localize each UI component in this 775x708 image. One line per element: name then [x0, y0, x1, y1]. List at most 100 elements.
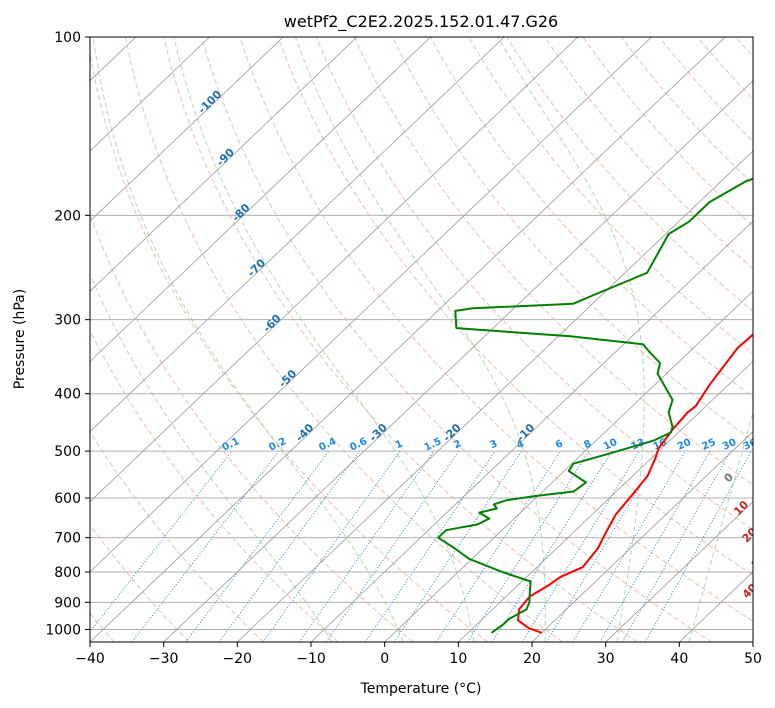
y-axis-label: Pressure (hPa): [12, 289, 28, 389]
isobar-grid: [90, 37, 753, 630]
dry-adiabat-line: [125, 37, 563, 642]
isotherm-line: [384, 290, 753, 642]
sounding-trace: [517, 333, 753, 634]
y-tick-label: 600: [54, 491, 81, 507]
dry-adiabat-line: [163, 37, 638, 642]
isotherm-line: [605, 501, 753, 642]
mixing-ratio-label: 36: [742, 437, 759, 453]
mixing-ratio-line: [364, 450, 496, 642]
mixing-ratio-line: [491, 450, 613, 642]
sounding-trace: [437, 177, 753, 634]
dry-adiabat-line: [277, 37, 753, 576]
mixing-ratio-label: 30: [721, 437, 738, 453]
dry-adiabat-label: -60: [260, 312, 283, 335]
moist-adiabat-line: [688, 410, 753, 642]
y-tick-label: 800: [54, 565, 81, 581]
dry-adiabat-line: [90, 430, 264, 642]
mixing-ratio-label: 10: [602, 437, 619, 453]
isotherm-line: [90, 37, 358, 292]
x-tick-label: 20: [523, 651, 541, 667]
isotherm-line: [531, 430, 753, 642]
x-tick-label: −30: [149, 651, 179, 667]
isotherm-line: [90, 37, 579, 503]
chart-title: wetPf2_C2E2.2025.152.01.47.G26: [284, 12, 558, 32]
mixing-ratio-line: [644, 450, 752, 642]
isotherm-line: [458, 360, 753, 642]
mixing-ratio-line: [572, 450, 686, 642]
plot-area: 0.1 0.2 0.4 0.6 1 1.5 2 3 4 6 8 10 13 16 20 25 30 36-100-…: [0, 37, 769, 642]
isotherm-line: [237, 150, 753, 642]
isotherm-line: [90, 37, 505, 433]
dry-adiabat-line: [582, 37, 753, 227]
mixing-ratio-label: 4: [515, 438, 526, 451]
isotherm-line: [0, 37, 62, 642]
y-tick-label: 900: [54, 595, 81, 611]
dry-adiabat-line: [468, 37, 753, 355]
dry-adiabat-line: [544, 37, 753, 270]
isotherm-line: [752, 641, 753, 642]
x-tick-label: 40: [670, 651, 688, 667]
dry-adiabat-label: -30: [367, 421, 390, 444]
mixing-ratio-line: [393, 450, 523, 642]
axes: −40 −30 −20 −10 0 10 20 30 40 5010009008007006005…: [45, 30, 762, 667]
dry-adiabat-line: [391, 37, 753, 442]
dry-adiabat-line: [90, 523, 190, 642]
mixing-ratio-line: [545, 450, 662, 642]
mixing-ratio-line: [218, 450, 361, 642]
moist-adiabat-label: 10: [731, 498, 751, 518]
isotherm-lines: [0, 37, 753, 642]
isotherm-line: [310, 220, 753, 642]
mixing-ratio-lines: [90, 450, 752, 642]
dry-adiabat-line: [697, 37, 753, 100]
mixing-ratio-label: 20: [676, 437, 693, 453]
dry-adiabat-label: -40: [293, 421, 316, 444]
mixing-ratio-line: [131, 450, 280, 642]
dry-adiabat-line: [735, 37, 753, 58]
moist-adiabat-label: 30: [749, 551, 769, 571]
mixing-ratio-label: 1: [394, 438, 405, 451]
dry-adiabat-label: -20: [440, 421, 463, 444]
dry-adiabat-line: [239, 37, 753, 622]
x-tick-label: 0: [380, 651, 389, 667]
dry-adiabat-line: [90, 50, 488, 642]
y-tick-label: 500: [54, 444, 81, 460]
dry-adiabat-line: [90, 329, 339, 642]
mixing-ratio-line: [298, 450, 435, 642]
plot-frame: [89, 36, 754, 643]
dry-adiabat-label: -50: [276, 367, 299, 390]
dry-adiabat-label: -70: [245, 256, 268, 279]
mixing-ratio-line: [521, 450, 640, 642]
mixing-ratio-line: [325, 450, 460, 642]
moist-adiabat-label: 0: [721, 470, 736, 485]
moist-adiabat-lines: [90, 37, 753, 642]
moist-adiabat-label: 20: [740, 525, 760, 545]
x-tick-label: −40: [75, 651, 105, 667]
mixing-ratio-line: [90, 450, 233, 633]
mixing-ratio-label: 6: [554, 438, 565, 451]
dry-adiabat-line: [658, 37, 753, 143]
moist-adiabat-line: [90, 272, 333, 642]
x-tick-label: −20: [223, 651, 253, 667]
moist-adiabat-line: [92, 37, 404, 642]
x-tick-label: 30: [597, 651, 615, 667]
mixing-ratio-label: 3: [488, 438, 499, 451]
mixing-ratio-line: [621, 450, 732, 642]
dry-adiabat-line: [90, 212, 414, 642]
y-tick-label: 400: [54, 387, 81, 403]
isotherm-line: [90, 37, 431, 362]
y-tick-label: 700: [54, 531, 81, 547]
isotherm-line: [163, 80, 753, 642]
mixing-ratio-line: [185, 450, 330, 642]
mixing-ratio-line: [467, 450, 590, 642]
mixing-ratio-line: [436, 450, 561, 642]
dry-adiabat-line: [315, 37, 753, 531]
x-tick-label: 50: [744, 651, 762, 667]
x-tick-label: 10: [449, 651, 467, 667]
isotherm-line: [90, 37, 726, 642]
mixing-ratio-label: 8: [582, 438, 593, 451]
dry-adiabat-line: [430, 37, 753, 398]
x-axis-label: Temperature (°C): [360, 681, 482, 697]
dry-adiabat-label: -90: [214, 146, 237, 169]
y-tick-label: 1000: [45, 622, 81, 638]
